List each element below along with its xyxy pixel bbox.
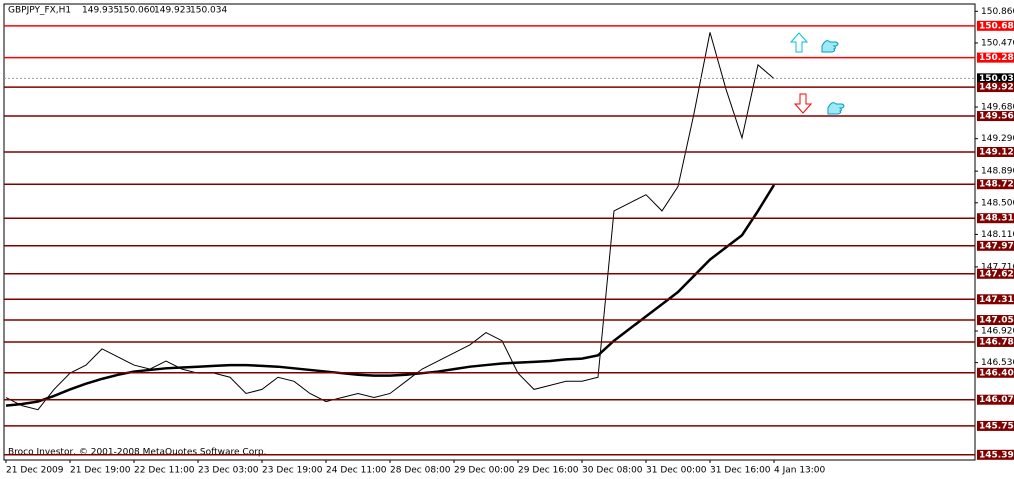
level-label: 148.729 xyxy=(979,180,1014,190)
x-tick-label: 22 Dec 11:00 xyxy=(134,466,195,476)
level-label: 145.394 xyxy=(979,450,1014,460)
level-label: 146.073 xyxy=(979,395,1014,405)
level-box xyxy=(977,367,1014,378)
price-line xyxy=(5,32,775,411)
y-tick-label: 148.110 xyxy=(981,230,1014,240)
hand-icon xyxy=(821,40,839,53)
level-label: 149.569 xyxy=(979,112,1014,122)
y-tick-label: 149.290 xyxy=(981,134,1014,144)
x-tick-label: 30 Dec 08:00 xyxy=(582,466,643,476)
level-box xyxy=(977,111,1014,122)
y-tick-label: 150.860 xyxy=(981,7,1014,17)
down-arrow xyxy=(793,93,813,114)
level-box xyxy=(977,336,1014,347)
x-tick-label: 28 Dec 08:00 xyxy=(390,466,451,476)
copyright: Broco Investor, © 2001-2008 MetaQuotes S… xyxy=(8,448,267,458)
hand-icon xyxy=(827,102,845,115)
plot-frame xyxy=(3,3,976,461)
x-tick-label: 21 Dec 19:00 xyxy=(70,466,131,476)
level-label: 149.926 xyxy=(979,83,1014,93)
level-label: 145.750 xyxy=(979,421,1014,431)
level-label: 147.055 xyxy=(979,316,1014,326)
ohlc-value: 150.060 xyxy=(118,6,155,16)
y-tick-label: 147.710 xyxy=(981,262,1014,272)
ohlc-value: 149.923 xyxy=(154,6,191,16)
y-tick-label: 148.500 xyxy=(981,198,1014,208)
chart-title: GBPJPY_FX,H1 xyxy=(8,6,71,16)
level-box xyxy=(977,179,1014,190)
level-box xyxy=(977,315,1014,326)
x-tick-label: 31 Dec 16:00 xyxy=(710,466,771,476)
level-label: 146.405 xyxy=(979,368,1014,378)
level-box xyxy=(977,394,1014,405)
level-label: 149.126 xyxy=(979,147,1014,157)
y-tick-label: 148.890 xyxy=(981,167,1014,177)
y-tick-label: 146.920 xyxy=(981,326,1014,336)
level-label: 150.289 xyxy=(979,53,1014,63)
level-label: 147.970 xyxy=(979,241,1014,251)
x-tick-label: 4 Jan 13:00 xyxy=(774,466,826,476)
ohlc-value: 150.034 xyxy=(190,6,227,16)
x-tick-label: 29 Dec 16:00 xyxy=(518,466,579,476)
level-box xyxy=(977,420,1014,431)
x-tick-label: 31 Dec 00:00 xyxy=(646,466,707,476)
level-box xyxy=(977,294,1014,305)
level-box xyxy=(977,82,1014,93)
x-tick-label: 23 Dec 19:00 xyxy=(262,466,323,476)
y-tick-label: 149.680 xyxy=(981,103,1014,113)
level-box xyxy=(977,213,1014,224)
x-tick-label: 24 Dec 11:00 xyxy=(326,466,387,476)
level-label: 147.625 xyxy=(979,269,1014,279)
ohlc-value: 149.935 xyxy=(82,6,119,16)
level-label: 146.785 xyxy=(979,337,1014,347)
level-box xyxy=(977,449,1014,460)
moving-average xyxy=(5,184,776,407)
y-tick-label: 150.470 xyxy=(981,38,1014,48)
level-box xyxy=(977,146,1014,157)
price-box xyxy=(977,73,1014,84)
y-tick-label: 146.530 xyxy=(981,358,1014,368)
level-label: 150.681 xyxy=(979,21,1014,31)
level-label: 148.310 xyxy=(979,214,1014,224)
x-tick-label: 23 Dec 03:00 xyxy=(198,466,259,476)
level-box xyxy=(977,52,1014,63)
up-arrow xyxy=(789,32,809,53)
price-label: 150.034 xyxy=(979,74,1014,84)
level-box xyxy=(977,268,1014,279)
x-tick-label: 21 Dec 2009 xyxy=(6,466,64,476)
level-box xyxy=(977,240,1014,251)
level-box xyxy=(977,20,1014,31)
level-label: 147.311 xyxy=(979,295,1014,305)
x-tick-label: 29 Dec 00:00 xyxy=(454,466,515,476)
